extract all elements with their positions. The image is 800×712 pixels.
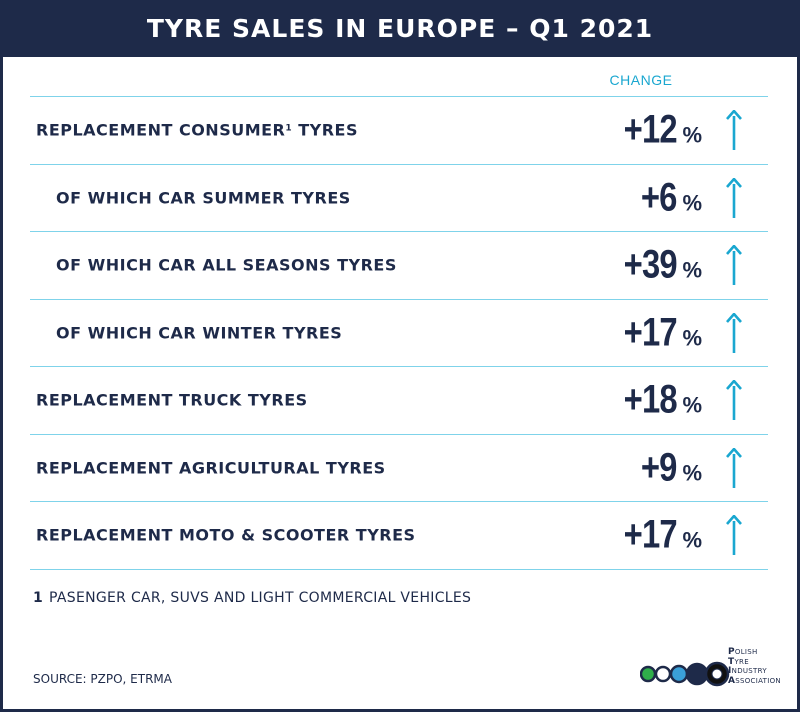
logo-text-line: TYRE: [728, 656, 749, 667]
row-value: +6%: [633, 175, 702, 220]
logo-circle: [669, 664, 689, 684]
arrow-up-icon: [726, 380, 742, 421]
logo-text-line: ASSOCIATION: [728, 675, 781, 686]
table-row: REPLACEMENT TRUCK TYRES +18%: [30, 367, 768, 435]
logo-text-line: POLISH: [728, 647, 758, 657]
row-label: OF WHICH CAR ALL SEASONS TYRES: [56, 256, 397, 275]
row-value-number: +39: [623, 242, 677, 287]
row-value-unit: %: [682, 460, 702, 486]
row-label-text: REPLACEMENT CONSUMER: [36, 120, 286, 140]
source-text: SOURCE: PZPO, ETRMA: [33, 672, 172, 686]
row-label-text: OF WHICH CAR ALL SEASONS TYRES: [56, 255, 397, 275]
row-value-unit: %: [682, 527, 702, 553]
row-label: REPLACEMENT MOTO & SCOOTER TYRES: [36, 526, 416, 545]
arrow-up-icon: [726, 515, 742, 556]
row-label-text: REPLACEMENT AGRICULTURAL TYRES: [36, 458, 386, 478]
row-value-unit: %: [682, 190, 702, 216]
row-value-unit: %: [682, 122, 702, 148]
row-value: +17%: [612, 310, 702, 355]
footnote: 1 PASENGER CAR, SUVS AND LIGHT COMMERCIAL…: [33, 590, 471, 606]
table-row: REPLACEMENT CONSUMER1 TYRES +12%: [30, 97, 768, 165]
row-value: +12%: [612, 108, 702, 153]
row-value: +18%: [612, 378, 702, 423]
logo-circle-inner: [711, 668, 723, 680]
row-value-number: +17: [623, 512, 677, 557]
logo-circle: [685, 662, 709, 686]
logo-text: POLISH TYRE INDUSTRY ASSOCIATION: [728, 647, 781, 686]
data-table: REPLACEMENT CONSUMER1 TYRES +12% OF WHICH …: [30, 96, 768, 570]
arrow-up-icon: [726, 110, 742, 151]
logo-text-line: INDUSTRY: [728, 666, 767, 676]
row-label: OF WHICH CAR WINTER TYRES: [56, 323, 342, 342]
table-row: OF WHICH CAR ALL SEASONS TYRES +39%: [30, 232, 768, 300]
arrow-up-icon: [726, 177, 742, 218]
arrow-up-icon: [726, 312, 742, 353]
footnote-text: PASENGER CAR, SUVS AND LIGHT COMMERCIAL …: [49, 590, 472, 606]
row-footnote-mark: 1: [285, 123, 293, 134]
footnote-mark: 1: [33, 590, 44, 606]
table-row: OF WHICH CAR SUMMER TYRES +6%: [30, 165, 768, 232]
logo-circle: [640, 665, 657, 683]
header-bar: TYRE SALES IN EUROPE – Q1 2021: [0, 0, 800, 57]
row-label: OF WHICH CAR SUMMER TYRES: [56, 188, 351, 207]
row-label-text: OF WHICH CAR WINTER TYRES: [56, 323, 343, 343]
row-value: +9%: [633, 445, 702, 490]
logo-circle: [654, 665, 672, 683]
row-label: REPLACEMENT CONSUMER1 TYRES: [36, 121, 358, 140]
row-label: REPLACEMENT AGRICULTURAL TYRES: [36, 458, 386, 477]
row-value-number: +18: [623, 377, 677, 422]
change-column-header: CHANGE: [609, 72, 673, 88]
row-value-number: +17: [623, 310, 677, 355]
row-value: +17%: [612, 513, 702, 558]
row-value-unit: %: [682, 392, 702, 418]
row-value-unit: %: [682, 325, 702, 351]
row-label: REPLACEMENT TRUCK TYRES: [36, 391, 308, 410]
row-value: +39%: [612, 243, 702, 288]
arrow-up-icon: [726, 447, 742, 488]
row-value-unit: %: [682, 257, 702, 283]
table-row: OF WHICH CAR WINTER TYRES +17%: [30, 300, 768, 367]
row-value-number: +12: [623, 107, 677, 152]
table-row: REPLACEMENT MOTO & SCOOTER TYRES +17%: [30, 502, 768, 570]
table-row: REPLACEMENT AGRICULTURAL TYRES +9%: [30, 435, 768, 502]
ptia-logo: [640, 661, 730, 687]
row-label-text: OF WHICH CAR SUMMER TYRES: [56, 188, 351, 208]
row-value-number: +6: [640, 175, 678, 220]
row-label-suffix: TYRES: [292, 120, 358, 140]
row-label-text: REPLACEMENT TRUCK TYRES: [36, 390, 308, 410]
arrow-up-icon: [726, 245, 742, 286]
row-value-number: +9: [640, 445, 678, 490]
chart-title: TYRE SALES IN EUROPE – Q1 2021: [146, 14, 654, 43]
row-label-text: REPLACEMENT MOTO & SCOOTER TYRES: [36, 525, 416, 545]
